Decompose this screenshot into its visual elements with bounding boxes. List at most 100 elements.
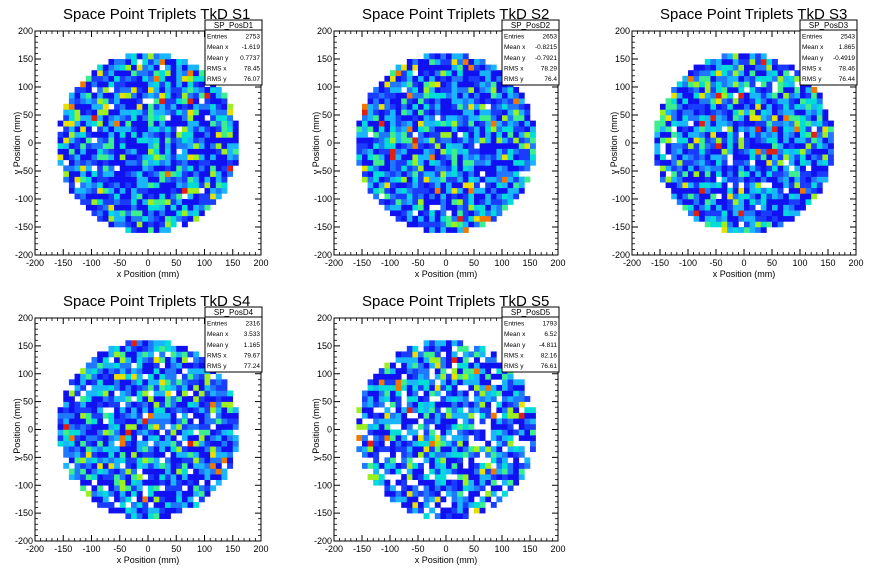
heatmap-cell [490, 373, 497, 380]
heatmap-cell [496, 81, 503, 88]
heatmap-cell [418, 187, 424, 194]
heatmap-cell [378, 390, 385, 397]
heatmap-cell [170, 87, 177, 93]
heatmap-cell [434, 227, 441, 233]
heatmap-cell [114, 418, 121, 425]
heatmap-cell [159, 440, 166, 447]
heatmap-cell [446, 340, 452, 347]
heatmap-cell [496, 418, 503, 425]
heatmap-cell [148, 59, 154, 65]
heatmap-cell [148, 507, 154, 514]
heatmap-cell [170, 451, 177, 458]
heatmap-cell [794, 210, 801, 217]
heatmap-cell [732, 53, 739, 60]
heatmap-cell [654, 137, 661, 144]
heatmap-cell [704, 59, 711, 65]
heatmap-cell [794, 92, 801, 99]
heatmap-cell [440, 513, 447, 520]
heatmap-cell [384, 412, 391, 419]
heatmap-cell [401, 418, 408, 425]
heatmap-cell [502, 462, 508, 469]
heatmap-cell [181, 501, 188, 508]
heatmap-cell [401, 165, 408, 172]
heatmap-cell [153, 462, 160, 469]
heatmap-cell [108, 182, 115, 189]
heatmap-cell [530, 412, 536, 419]
heatmap-cell [688, 159, 694, 166]
heatmap-cell [822, 120, 829, 127]
heatmap-cell [423, 148, 430, 155]
heatmap-cell [125, 204, 132, 211]
heatmap-cell [766, 176, 773, 183]
heatmap-cell [805, 159, 812, 166]
heatmap-cell [187, 418, 194, 425]
heatmap-cell [485, 496, 492, 503]
heatmap-cell [215, 137, 222, 144]
heatmap-cell [665, 137, 672, 144]
heatmap-cell [97, 92, 104, 99]
heatmap-cell [811, 109, 818, 116]
heatmap-cell [530, 154, 536, 161]
heatmap-cell [660, 154, 666, 161]
heatmap-cell [479, 103, 486, 110]
y-tick-label: 100 [18, 369, 33, 379]
heatmap-cell [85, 390, 92, 397]
heatmap-cell [468, 81, 475, 88]
stats-value: -0.8215 [535, 44, 557, 51]
heatmap-cell [490, 148, 497, 155]
stats-box-name: SP_PosD5 [511, 308, 551, 317]
heatmap-cell [114, 204, 121, 211]
heatmap-cell [434, 373, 441, 380]
heatmap-cell [395, 446, 402, 453]
heatmap-cell [479, 143, 486, 149]
x-tick-label: -150 [353, 544, 371, 554]
heatmap-cell [108, 176, 115, 183]
heatmap-cell [102, 98, 109, 105]
heatmap-cell [232, 143, 239, 149]
heatmap-cell [468, 187, 475, 194]
heatmap-cell [418, 131, 424, 138]
heatmap-cell [451, 165, 458, 172]
heatmap-cell [210, 401, 217, 408]
heatmap-cell [108, 368, 115, 375]
heatmap-cell [131, 446, 137, 453]
heatmap-cell [97, 412, 104, 419]
heatmap-cell [198, 418, 205, 425]
heatmap-cell [457, 154, 464, 161]
heatmap-cell [395, 87, 402, 93]
heatmap-cell [406, 501, 413, 508]
heatmap-cell [772, 137, 778, 144]
heatmap-cell [378, 115, 385, 121]
heatmap-cell [401, 440, 408, 447]
heatmap-cell [198, 440, 205, 447]
heatmap-cell [710, 171, 717, 177]
heatmap-cell [440, 98, 447, 105]
heatmap-cell [119, 390, 126, 397]
heatmap-cell [181, 176, 188, 183]
heatmap-cell [85, 109, 92, 116]
heatmap-cell [434, 64, 441, 71]
heatmap-cell [457, 362, 464, 369]
heatmap-cell [187, 384, 194, 391]
heatmap-cell [434, 474, 441, 480]
heatmap-cell [356, 143, 363, 149]
heatmap-cell [187, 373, 194, 380]
heatmap-cell [429, 345, 436, 352]
heatmap-cell [446, 457, 452, 464]
heatmap-cell [816, 143, 823, 149]
heatmap-cell [468, 501, 475, 508]
heatmap-cell [418, 407, 424, 414]
heatmap-cell [490, 171, 497, 177]
heatmap-cell [468, 485, 475, 492]
heatmap-cell [125, 368, 132, 375]
heatmap-cell [153, 485, 160, 492]
heatmap-cell [131, 182, 137, 189]
heatmap-cell [114, 131, 121, 138]
heatmap-cell [468, 137, 475, 144]
heatmap-cell [434, 451, 441, 458]
heatmap-cell [406, 92, 413, 99]
heatmap-cell [119, 98, 126, 105]
heatmap-cell [457, 159, 464, 166]
heatmap-cell [125, 396, 132, 402]
heatmap-cell [794, 75, 801, 82]
